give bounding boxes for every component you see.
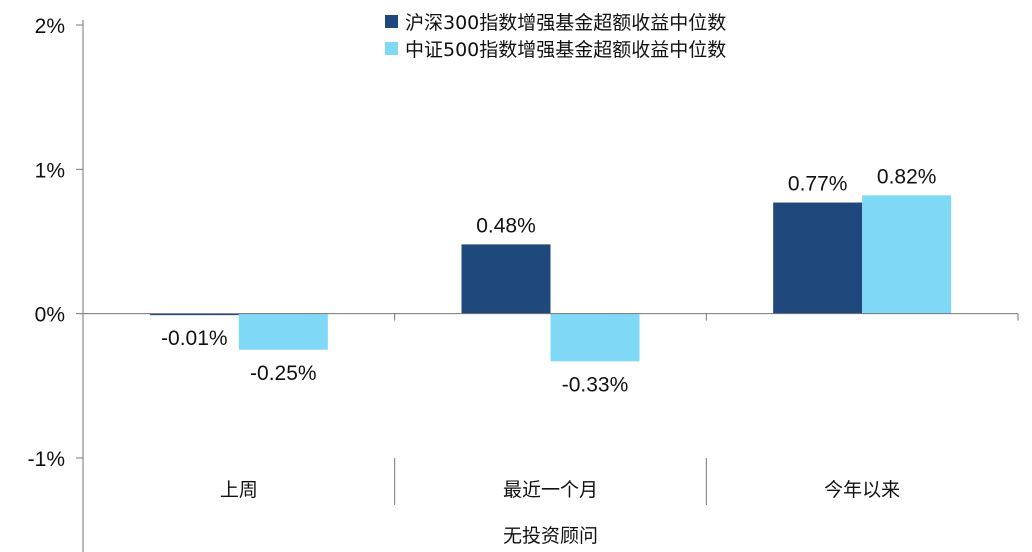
bar-2-1 bbox=[238, 313, 328, 350]
bar-1-1 bbox=[149, 313, 239, 316]
data-label: 0.82% bbox=[877, 165, 937, 188]
y-tick-label: -1% bbox=[28, 448, 65, 471]
y-tick-label: 0% bbox=[35, 304, 65, 327]
data-labels: -0.01% -0.25% 0.48% -0.33% 0.77% 0.82% bbox=[161, 165, 936, 396]
category-label: 上周 bbox=[220, 479, 258, 501]
group-label: 无投资顾问 bbox=[503, 525, 598, 547]
bar-2-2 bbox=[550, 313, 640, 362]
y-tick-label: 2% bbox=[35, 15, 65, 38]
bar-1-3 bbox=[773, 202, 863, 314]
y-tick-label: 1% bbox=[35, 159, 65, 182]
data-label: -0.33% bbox=[562, 373, 629, 396]
category-label: 今年以来 bbox=[824, 479, 900, 501]
data-label: -0.25% bbox=[250, 362, 317, 385]
bar-1-2 bbox=[461, 244, 551, 314]
data-label: 0.77% bbox=[788, 173, 848, 196]
bar-group bbox=[149, 195, 952, 362]
category-label: 最近一个月 bbox=[503, 479, 598, 501]
legend-label: 沪深300指数增强基金超额收益中位数 bbox=[405, 12, 726, 34]
data-label: 0.48% bbox=[476, 214, 536, 237]
legend-swatch bbox=[385, 15, 398, 28]
axes bbox=[82, 20, 1019, 552]
data-label: -0.01% bbox=[161, 327, 228, 350]
legend-swatch bbox=[385, 42, 398, 55]
legend-label: 中证500指数增强基金超额收益中位数 bbox=[405, 39, 726, 61]
bar-2-3 bbox=[862, 195, 952, 314]
category-labels: 上周 最近一个月 今年以来 bbox=[220, 479, 900, 501]
y-axis-ticks: -1% 0% 1% 2% bbox=[28, 15, 83, 471]
